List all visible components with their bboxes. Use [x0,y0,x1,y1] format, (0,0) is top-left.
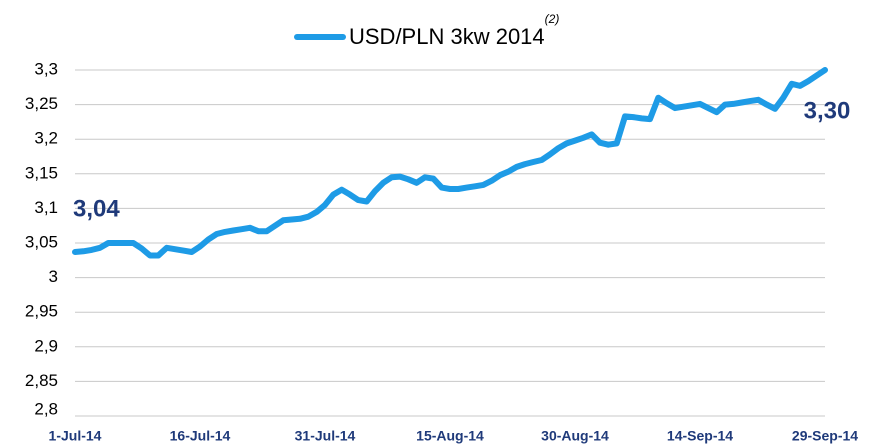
y-tick-label: 3,2 [34,129,58,148]
y-tick-label: 3,3 [34,59,58,78]
y-tick-label: 3,1 [34,198,58,217]
x-tick-label: 1-Jul-14 [49,428,102,444]
y-tick-label: 2,85 [25,371,58,390]
legend-superscript: (2) [545,12,560,26]
y-tick-label: 3,15 [25,163,58,182]
x-tick-label: 14-Sep-14 [667,428,733,444]
y-tick-label: 2,8 [34,399,58,418]
y-tick-label: 3,05 [25,232,58,251]
y-tick-label: 2,9 [34,336,58,355]
legend-label: USD/PLN 3kw 2014 [349,24,545,49]
x-tick-label: 30-Aug-14 [541,428,609,444]
x-tick-label: 16-Jul-14 [170,428,231,444]
data-label: 3,30 [804,97,851,124]
y-tick-label: 2,95 [25,302,58,321]
data-label: 3,04 [73,195,120,222]
y-tick-label: 3,25 [25,94,58,113]
data-line [72,67,828,259]
x-tick-label: 29-Sep-14 [792,428,858,444]
y-tick-label: 3 [49,267,58,286]
x-tick-label: 31-Jul-14 [295,428,356,444]
x-tick-label: 15-Aug-14 [416,428,484,444]
